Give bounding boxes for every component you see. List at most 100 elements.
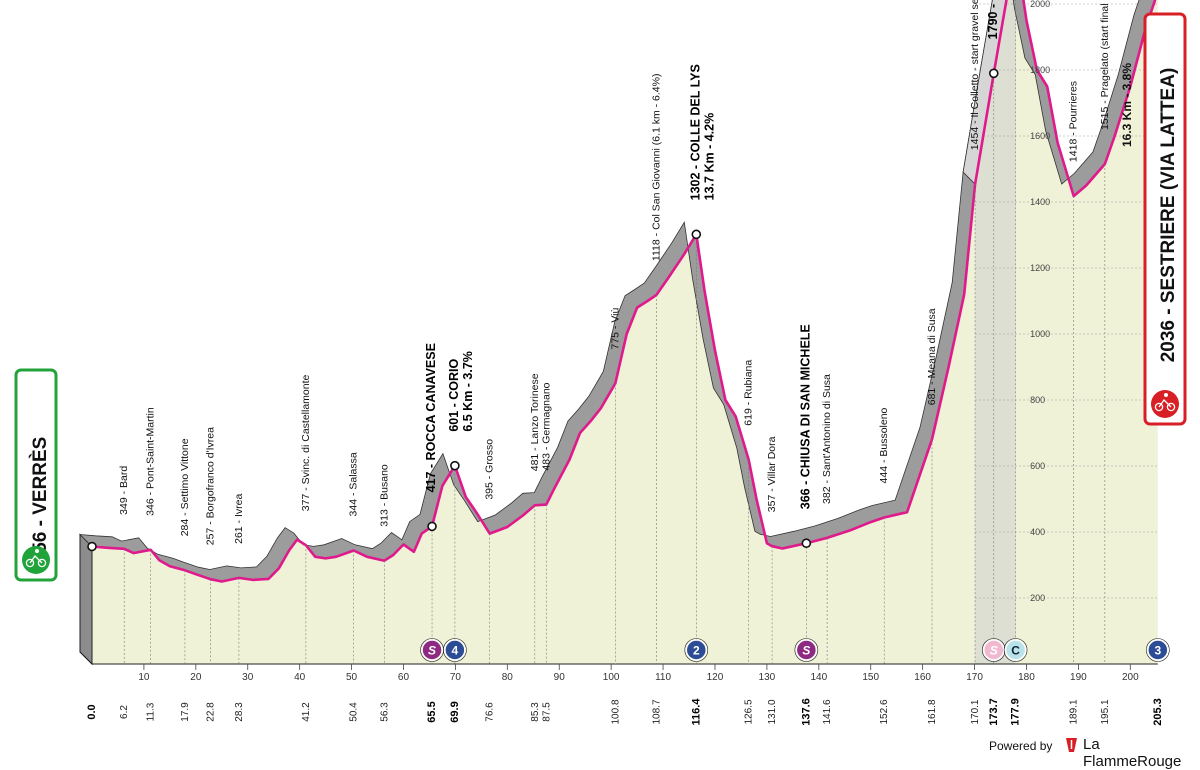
waypoint-km-label: 76.6 [485,702,496,722]
climb-category-badge: 3 [1146,638,1170,662]
waypoint-km-label: 17.9 [180,702,191,722]
profile-fill-area [92,0,1158,664]
climb-info-label: 13.7 Km - 4.2% [702,113,716,201]
waypoint-label: 346 - Pont-Saint-Martin [145,407,157,516]
waypoint-km-label: 116.4 [690,698,702,726]
altitude-tick-label: 200 [1030,593,1045,603]
waypoint-km-label: 152.6 [879,699,890,724]
road-line [91,0,1157,583]
waypoint-label: 1454 - Il Colletto - start gravel sectio… [969,0,981,150]
profile-point-dot [801,538,812,549]
svg-text:3: 3 [1154,644,1161,658]
altitude-tick-label: 600 [1030,461,1045,471]
waypoint-label: 395 - Grosso [484,439,496,500]
waypoint-km-label: 126.5 [744,699,755,724]
altitude-tick-label: 1000 [1030,329,1050,339]
axis-tick-label: 60 [398,672,410,683]
axis-tick-label: 30 [242,672,254,683]
axis-tick-label: 170 [966,672,983,683]
svg-text:4: 4 [452,644,459,658]
altitude-tick-label: 1800 [1030,65,1050,75]
axis-tick-label: 80 [502,672,514,683]
axis-tick-label: 50 [346,672,358,683]
waypoint-label: 601 - CORIO [447,358,461,431]
profile-point-dot [988,68,999,79]
waypoint-km-label: 100.8 [610,699,621,724]
axis-tick-label: 110 [655,672,671,683]
axis-tick-label: 20 [190,672,202,683]
altitude-tick-label: 2000 [1030,0,1050,9]
svg-text:S: S [802,644,810,658]
axis-tick-label: 120 [707,672,724,683]
start-badge: 356 - VERRÈS [14,368,58,582]
waypoint-km-label: 41.2 [301,702,312,722]
axis-tick-label: 160 [914,672,931,683]
altitude-tick-label: 400 [1030,527,1045,537]
profile-point-dot [691,229,702,240]
waypoint-km-label: 189.1 [1069,699,1080,724]
waypoint-label: 261 - Ivrea [233,494,245,544]
waypoint-km-label: 161.8 [927,699,938,724]
axis-tick-label: 200 [1122,672,1139,683]
finish-climb-info: 16.3 Km - 3.8% [1120,63,1134,147]
waypoint-km-label: 87.5 [541,702,552,722]
axis-tick-label: 100 [603,672,620,683]
sprint-badge: S [981,638,1006,662]
waypoint-label: 366 - CHIUSA DI SAN MICHELE [798,324,812,509]
axis-tick-label: 190 [1070,672,1087,683]
waypoint-label: 417 - ROCCA CANAVESE [424,343,438,492]
waypoint-km-label: 56.3 [379,702,390,722]
cima-coppi-badge: C [1003,638,1028,662]
waypoint-label: 1418 - Pourrieres [1068,81,1080,162]
powered-by-text: Powered by [989,739,1053,753]
waypoint-label: 681 - Meana di Susa [926,308,938,405]
waypoint-km-label: 131.0 [767,699,778,724]
waypoint-label: 284 - Settimo Vittone [179,438,191,536]
profile-point-dot [450,460,460,471]
waypoint-label: 313 - Busano [378,464,390,527]
waypoint-label: 349 - Bard [118,466,130,515]
waypoint-label: 1302 - COLLE DEL LYS [688,64,702,200]
axis-tick-label: 150 [862,672,879,683]
start-label: 356 - VERRÈS [29,437,51,564]
waypoint-km-label: 141.6 [822,699,833,724]
altitude-tick-label: 1600 [1030,131,1050,141]
start-km-label: 0.0 [86,704,98,719]
axis-tick-label: 140 [810,672,827,683]
sprint-badge: S [420,638,444,662]
waypoint-km-label: 6.2 [119,705,130,719]
waypoint-label: 444 - Bussoleno [878,407,890,483]
svg-text:S: S [428,644,436,658]
altitude-tick-label: 800 [1030,395,1045,405]
waypoint-km-label: 11.3 [146,702,157,721]
waypoint-km-label: 170.1 [970,699,981,724]
waypoint-km-label: 108.7 [651,699,662,724]
svg-text:C: C [1011,644,1020,658]
base-edge [79,651,93,665]
svg-text:S: S [990,644,998,658]
climb-category-badge: 2 [684,638,709,662]
waypoint-label: 619 - Rubiana [743,360,755,426]
gravel-section-band [975,0,1016,664]
footer: Powered by La FlammeRouge [985,736,1195,770]
axis-tick-label: 180 [1018,672,1035,683]
axis-tick-label: 90 [554,672,566,683]
waypoint-km-label: 28.3 [234,702,245,722]
climb-info-label: 6.5 Km - 3.7% [461,351,475,432]
waypoint-km-label: 22.8 [205,702,216,722]
waypoint-label: 1118 - Col San Giovanni (6.1 km - 6.4%) [650,74,662,262]
waypoint-km-label: 177.9 [1010,698,1022,726]
brand-text: La FlammeRouge [1083,736,1182,770]
waypoint-label: 483 - Germagnano [540,382,552,470]
axis-tick-label: 70 [450,672,462,683]
waypoint-label: 257 - Borgofranco d'Ivrea [204,427,216,545]
profile-point-dot [87,541,97,552]
profile-point-dot [427,521,437,532]
waypoint-km-label: 69.9 [449,701,461,722]
altitude-tick-label: 1200 [1030,263,1050,273]
finish-label: 2036 - SESTRIERE (VIA LATTEA) [1158,68,1179,363]
waypoint-label: 377 - Svinc. di Castellamonte [300,374,312,511]
flamme-rouge-logo-icon [1065,737,1078,753]
waypoint-label: 1790 - BERGERIE LE CASETTE [986,0,1000,39]
